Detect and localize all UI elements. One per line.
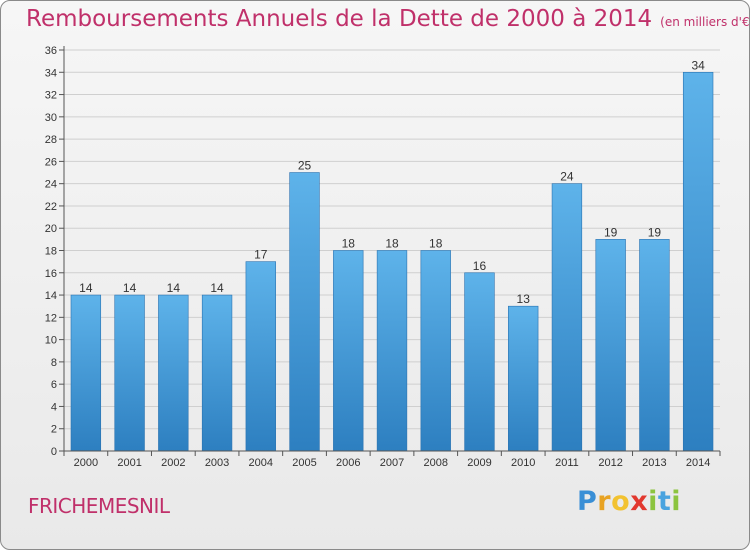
data-label: 18 [429, 237, 443, 251]
unit-note: (en milliers d'€) [660, 15, 750, 29]
x-tick-label: 2000 [74, 457, 98, 469]
chart-title: Remboursements Annuels de la Dette de 20… [26, 6, 750, 32]
y-tick-label: 16 [45, 268, 57, 280]
x-tick-label: 2002 [161, 457, 185, 469]
y-tick-label: 30 [45, 112, 57, 124]
y-tick-label: 20 [45, 223, 57, 235]
data-label: 18 [342, 237, 356, 251]
bar [639, 239, 670, 452]
bar [551, 183, 583, 452]
bar [289, 172, 320, 452]
town-name: FRICHEMESNIL [28, 494, 170, 518]
data-label: 19 [604, 225, 618, 239]
x-tick-label: 2005 [292, 457, 316, 469]
bar [333, 250, 364, 452]
y-tick-label: 14 [45, 290, 57, 302]
x-tick-label: 2011 [555, 457, 579, 469]
x-tick-label: 2013 [642, 457, 666, 469]
y-tick-label: 36 [45, 45, 57, 57]
proxiti-logo[interactable]: Proxiti [577, 486, 681, 517]
bar [682, 71, 714, 452]
bar [595, 239, 626, 452]
y-tick-label: 24 [45, 179, 57, 191]
x-tick-label: 2006 [336, 457, 360, 469]
x-tick-label: 2007 [380, 457, 404, 469]
bar [508, 305, 539, 452]
x-tick-label: 2003 [205, 457, 229, 469]
data-label: 13 [517, 292, 531, 306]
logo-letter: P [577, 486, 598, 517]
logo-letter: i [648, 486, 658, 517]
bars: 14 14 14 14 17 25 18 18 18 16 13 24 19 19 34 [70, 58, 714, 452]
bar [158, 294, 189, 452]
y-tick-label: 34 [45, 67, 57, 79]
data-label: 25 [298, 159, 312, 173]
data-label: 16 [473, 259, 487, 273]
y-tick-label: 0 [51, 446, 57, 458]
y-tick-label: 8 [51, 357, 57, 369]
logo-letter: o [611, 486, 631, 517]
x-tick-label: 2004 [249, 457, 273, 469]
title-text: Remboursements Annuels de la Dette de 20… [26, 6, 653, 32]
logo-letter: r [597, 486, 612, 517]
logo-letter: t [657, 486, 672, 517]
data-label: 17 [254, 248, 268, 262]
data-label: 24 [560, 170, 574, 184]
data-label: 34 [691, 58, 705, 72]
data-label: 14 [167, 281, 181, 295]
y-tick-label: 12 [45, 312, 57, 324]
y-tick-label: 2 [51, 424, 57, 436]
x-axis: 2000 2001 2002 2003 2004 2005 2006 2007 2008 2009… [63, 450, 721, 469]
y-tick-label: 18 [45, 246, 57, 258]
bar [376, 250, 408, 452]
y-tick-label: 10 [45, 335, 57, 347]
x-tick-label: 2009 [467, 457, 491, 469]
data-label: 18 [385, 237, 399, 251]
x-tick-label: 2010 [511, 457, 535, 469]
y-tick-label: 26 [45, 156, 57, 168]
y-tick-label: 32 [45, 90, 57, 102]
logo-letter: i [671, 486, 682, 517]
bar [245, 261, 276, 452]
y-tick-label: 22 [45, 201, 57, 213]
x-tick-label: 2008 [423, 457, 447, 469]
y-tick-label: 6 [51, 379, 57, 391]
y-tick-label: 4 [51, 401, 57, 413]
bar [464, 272, 495, 452]
bar [420, 250, 451, 452]
y-tick-label: 28 [45, 134, 57, 146]
x-tick-label: 2001 [117, 457, 141, 469]
logo-letter: x [630, 486, 649, 517]
data-label: 14 [123, 281, 137, 295]
x-tick-label: 2014 [686, 457, 710, 469]
data-label: 14 [79, 281, 93, 295]
data-label: 19 [648, 225, 662, 239]
data-label: 14 [210, 281, 224, 295]
bar [201, 294, 233, 452]
x-tick-label: 2012 [598, 457, 622, 469]
bar [114, 294, 145, 452]
bar [70, 294, 102, 452]
